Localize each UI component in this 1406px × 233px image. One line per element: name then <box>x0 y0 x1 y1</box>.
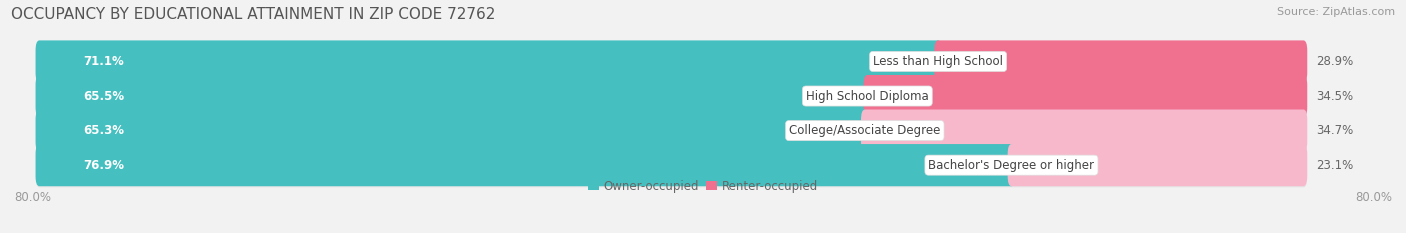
Text: 80.0%: 80.0% <box>1355 191 1392 204</box>
FancyBboxPatch shape <box>35 40 1308 84</box>
Text: 34.7%: 34.7% <box>1316 124 1354 137</box>
FancyBboxPatch shape <box>35 75 1308 117</box>
Text: College/Associate Degree: College/Associate Degree <box>789 124 941 137</box>
FancyBboxPatch shape <box>863 75 1308 117</box>
FancyBboxPatch shape <box>35 144 1308 186</box>
Text: Source: ZipAtlas.com: Source: ZipAtlas.com <box>1277 7 1395 17</box>
FancyBboxPatch shape <box>35 75 1308 118</box>
Text: 80.0%: 80.0% <box>14 191 51 204</box>
FancyBboxPatch shape <box>35 110 869 152</box>
FancyBboxPatch shape <box>935 40 1308 82</box>
FancyBboxPatch shape <box>35 110 1308 152</box>
FancyBboxPatch shape <box>860 110 1308 152</box>
Text: Bachelor's Degree or higher: Bachelor's Degree or higher <box>928 159 1094 172</box>
Legend: Owner-occupied, Renter-occupied: Owner-occupied, Renter-occupied <box>583 175 823 197</box>
FancyBboxPatch shape <box>35 40 1308 82</box>
Text: 34.5%: 34.5% <box>1316 89 1353 103</box>
Text: 23.1%: 23.1% <box>1316 159 1354 172</box>
FancyBboxPatch shape <box>35 110 1308 153</box>
Text: High School Diploma: High School Diploma <box>806 89 929 103</box>
Text: 28.9%: 28.9% <box>1316 55 1354 68</box>
FancyBboxPatch shape <box>1008 144 1308 186</box>
FancyBboxPatch shape <box>35 144 1308 187</box>
Text: Less than High School: Less than High School <box>873 55 1002 68</box>
Text: 65.5%: 65.5% <box>83 89 125 103</box>
Text: OCCUPANCY BY EDUCATIONAL ATTAINMENT IN ZIP CODE 72762: OCCUPANCY BY EDUCATIONAL ATTAINMENT IN Z… <box>11 7 496 22</box>
Text: 76.9%: 76.9% <box>83 159 125 172</box>
Text: 71.1%: 71.1% <box>83 55 124 68</box>
Text: 65.3%: 65.3% <box>83 124 125 137</box>
FancyBboxPatch shape <box>35 144 1015 186</box>
FancyBboxPatch shape <box>35 75 872 117</box>
FancyBboxPatch shape <box>35 40 942 82</box>
